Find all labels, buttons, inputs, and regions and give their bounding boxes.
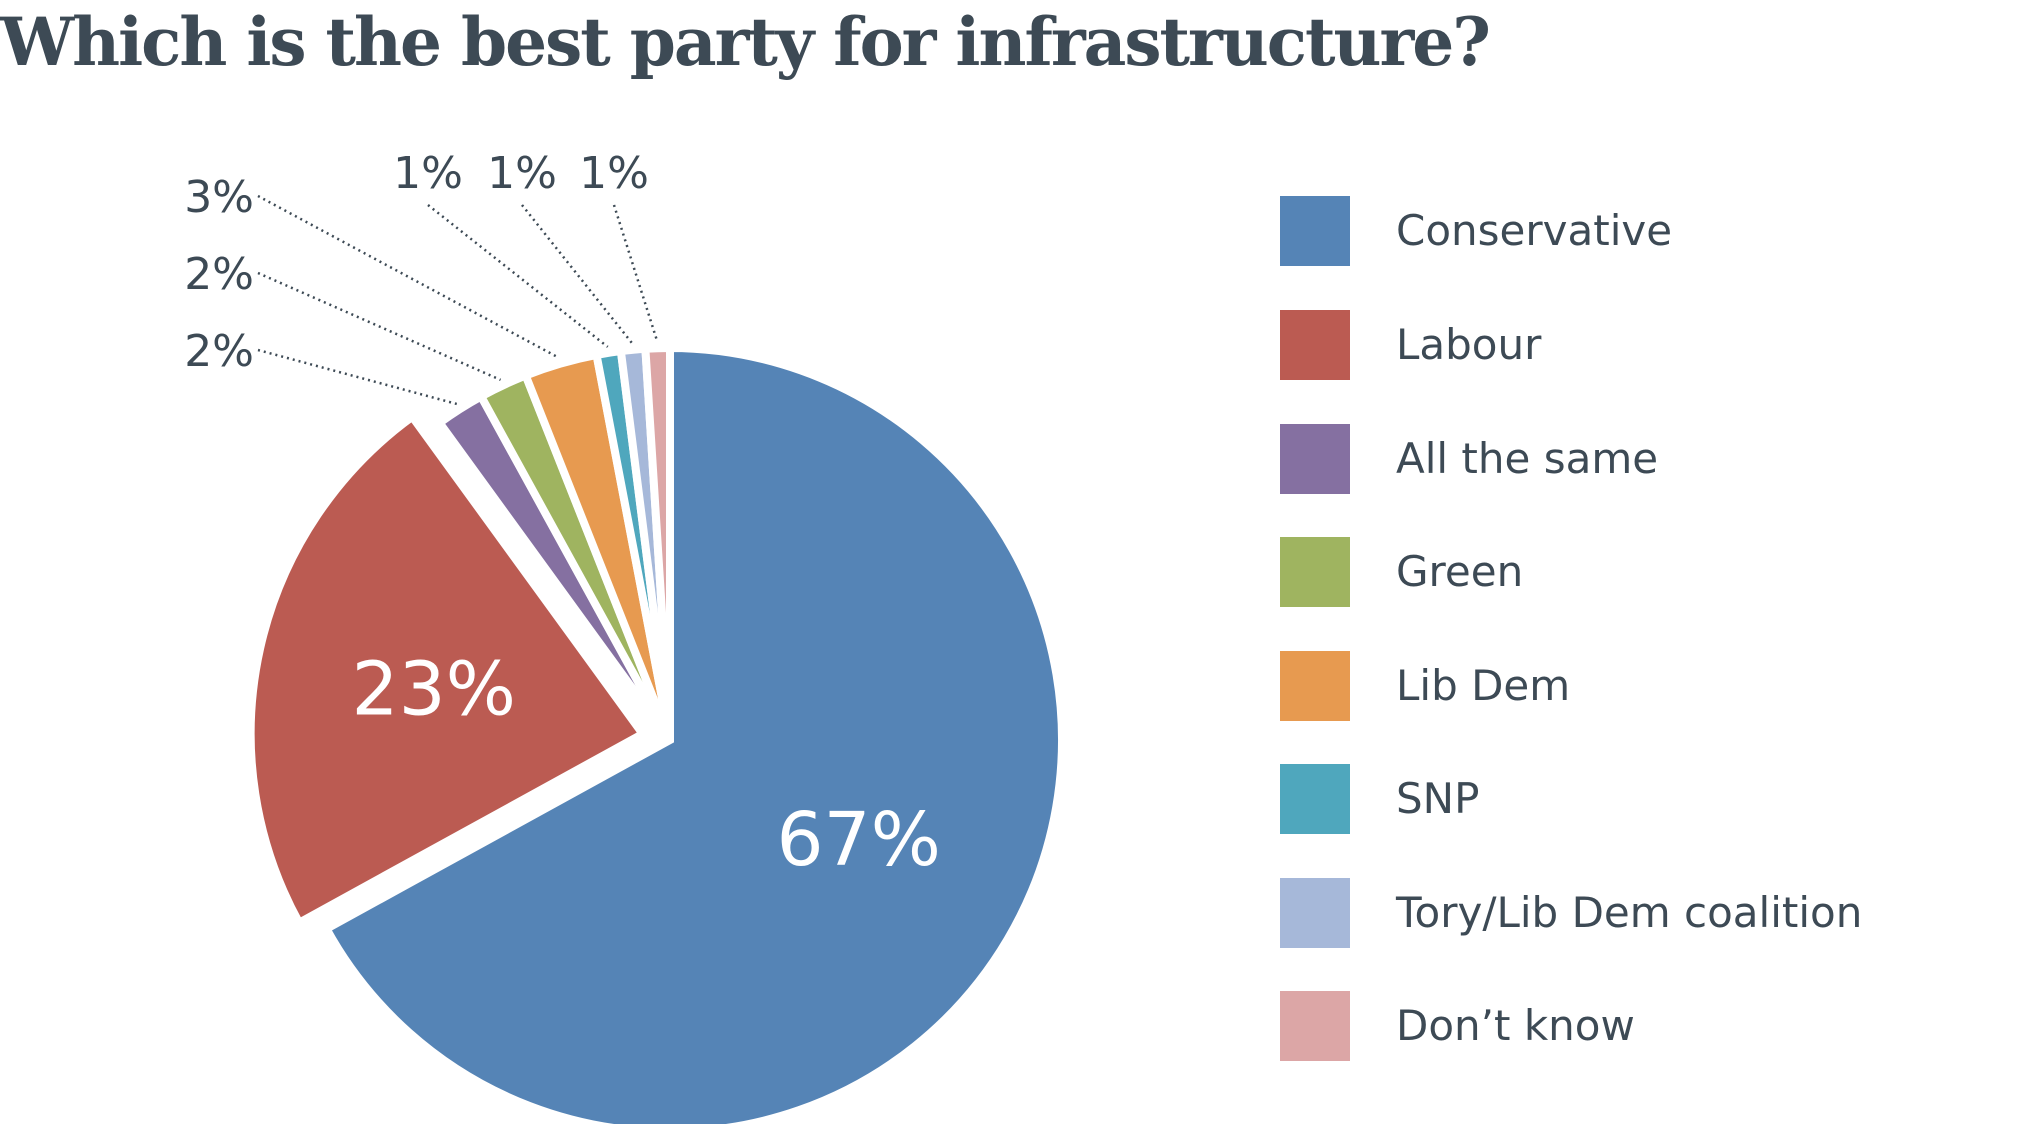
leader-line-green <box>257 271 502 382</box>
legend-label: Green <box>1396 547 1524 596</box>
legend-swatch <box>1280 537 1350 607</box>
data-label-all-the-same: 2% <box>184 326 254 377</box>
legend-swatch <box>1280 878 1350 948</box>
data-label-labour: 23% <box>352 646 516 732</box>
legend-swatch <box>1280 991 1350 1061</box>
pie-slice-dont-know <box>641 343 674 741</box>
legend-swatch <box>1280 196 1350 266</box>
legend-label: Labour <box>1396 320 1542 369</box>
legend-swatch <box>1280 424 1350 494</box>
pie-slice-conservative <box>321 343 1066 1124</box>
leader-line-lib-dem <box>257 194 560 359</box>
leader-line-snp <box>427 204 609 348</box>
legend-swatch <box>1280 764 1350 834</box>
data-label-tory-lib-dem-coalition: 1% <box>487 148 557 199</box>
data-label-green: 2% <box>184 249 254 300</box>
leader-line-all-the-same <box>257 348 458 406</box>
chart-title: Which is the best party for infrastructu… <box>0 3 1491 81</box>
leader-line-tory-lib-dem-coalition <box>521 204 634 345</box>
legend-label: Conservative <box>1396 206 1673 255</box>
legend-label: Tory/Lib Dem coalition <box>1396 888 1863 937</box>
legend-label: SNP <box>1396 774 1480 823</box>
leader-line-dont-know <box>612 204 659 343</box>
legend-label: Lib Dem <box>1396 661 1571 710</box>
pie-slice-labour <box>246 411 649 929</box>
legend-swatch <box>1280 310 1350 380</box>
legend-label: Don’t know <box>1396 1001 1635 1050</box>
data-label-lib-dem: 3% <box>184 172 254 223</box>
legend-label: All the same <box>1396 434 1659 483</box>
data-label-conservative: 67% <box>776 797 940 883</box>
legend-swatch <box>1280 651 1350 721</box>
data-label-snp: 1% <box>393 148 463 199</box>
data-label-dont-know: 1% <box>579 148 649 199</box>
